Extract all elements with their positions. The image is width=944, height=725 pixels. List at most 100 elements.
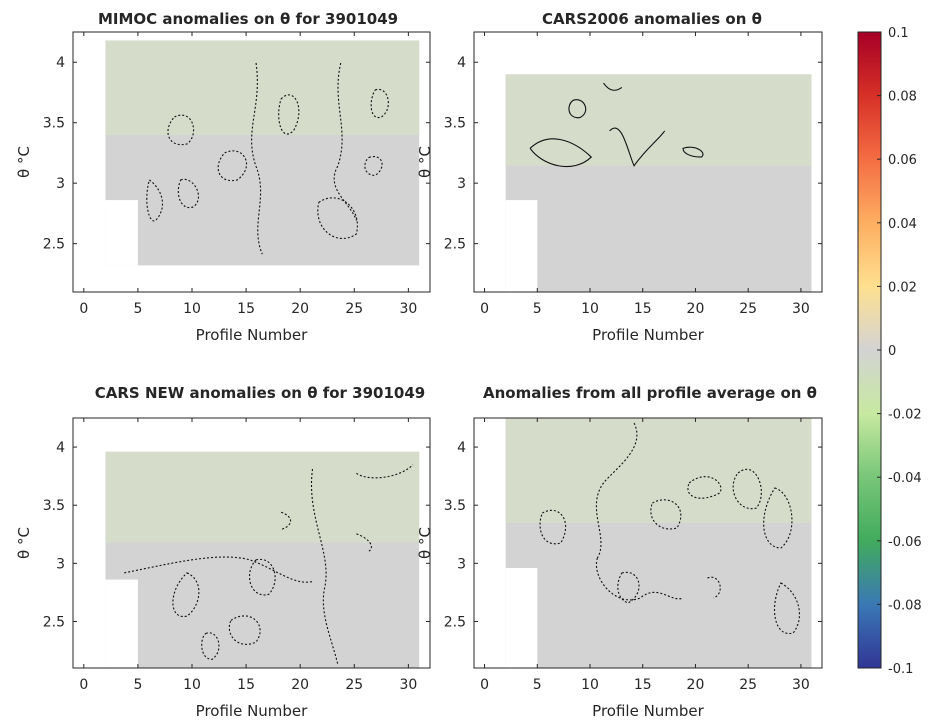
x-tick-label: 20	[291, 677, 309, 693]
contour-line	[596, 558, 683, 600]
contour-line	[764, 488, 792, 548]
contour-line	[147, 180, 163, 221]
y-tick-label: 2.5	[43, 237, 65, 253]
panel-title: CARS2006 anomalies on θ	[542, 10, 762, 28]
x-tick-label: 0	[79, 301, 88, 317]
x-tick-label: 10	[183, 677, 201, 693]
missing-data-notch	[105, 200, 138, 266]
y-tick-label: 2.5	[444, 614, 466, 630]
colorbar-tick-label: -0.08	[888, 598, 922, 613]
contour-group	[540, 423, 799, 634]
y-tick-label: 3	[457, 556, 466, 572]
contour-line	[651, 500, 681, 529]
x-axis-label: Profile Number	[592, 326, 704, 344]
x-tick-label: 15	[634, 301, 652, 317]
y-tick-label: 4	[457, 440, 466, 456]
contour-group	[147, 63, 389, 254]
colorbar-tick-label: 0.02	[888, 280, 917, 295]
x-tick-label: 0	[480, 301, 489, 317]
x-tick-label: 20	[687, 677, 705, 693]
missing-data-notch	[105, 579, 138, 668]
contour-line	[618, 572, 639, 603]
x-tick-label: 5	[533, 677, 542, 693]
x-tick-label: 0	[480, 677, 489, 693]
contour-line	[356, 534, 371, 551]
contour-line	[311, 469, 337, 664]
x-axis-label: Profile Number	[196, 326, 308, 344]
contour-group	[124, 465, 413, 664]
x-axis-label: Profile Number	[592, 702, 704, 720]
panel-title: MIMOC anomalies on θ for 3901049	[98, 10, 398, 28]
contour-line	[775, 583, 800, 634]
contour-line	[252, 63, 263, 254]
missing-data-notch	[505, 568, 538, 668]
positive-anomaly-band	[105, 40, 420, 135]
y-tick-label: 3	[56, 176, 65, 192]
contour-line	[530, 139, 591, 167]
contour-line	[168, 115, 194, 145]
y-tick-label: 3.5	[43, 498, 65, 514]
colorbar-tick-label: 0.08	[888, 90, 917, 105]
contour-line	[569, 100, 586, 118]
colorbar: 0.1 0.08 0.06 0.04 0.02 0 -0.02 -0.04 -0.06 -0.08…	[857, 26, 922, 677]
contour-line	[202, 633, 219, 660]
panel-title: Anomalies from all profile average on θ	[483, 384, 817, 402]
colorbar-tick-label: 0.06	[888, 153, 917, 168]
contour-line	[218, 151, 246, 181]
colorbar-tick-label: 0.04	[888, 217, 917, 232]
y-tick-label: 4	[457, 55, 466, 71]
x-tick-label: 30	[792, 677, 810, 693]
x-tick-label: 5	[133, 677, 142, 693]
axes-frame	[473, 31, 823, 293]
contour-line	[178, 179, 198, 207]
x-tick-label: 5	[133, 301, 142, 317]
colorbar-tick-label: -0.04	[888, 471, 922, 486]
x-tick-label: 15	[237, 677, 255, 693]
y-tick-label: 3.5	[444, 498, 466, 514]
axes-frame	[72, 417, 431, 669]
x-tick-label: 25	[739, 677, 757, 693]
x-tick-label: 15	[634, 677, 652, 693]
x-tick-label: 25	[739, 301, 757, 317]
y-tick-label: 3	[457, 176, 466, 192]
panel-2: 0 5 10 15 20 25 30 2.5 3 3.5 4 CARS2006 anomalies o…	[416, 10, 822, 344]
y-axis-label: θ °C	[416, 146, 434, 178]
y-tick-label: 2.5	[43, 614, 65, 630]
x-axis-label: Profile Number	[196, 702, 308, 720]
contour-line	[688, 477, 721, 499]
y-axis-label: θ °C	[15, 146, 33, 178]
colorbar-tick-label: -0.1	[888, 662, 913, 677]
contour-line	[229, 616, 260, 644]
x-tick-label: 15	[237, 301, 255, 317]
colorbar-tick-label: -0.02	[888, 408, 922, 423]
y-tick-label: 3.5	[43, 116, 65, 132]
y-tick-label: 4	[56, 440, 65, 456]
x-tick-label: 30	[399, 301, 417, 317]
y-axis-label: θ °C	[416, 527, 434, 559]
positive-anomaly-band	[505, 74, 812, 166]
contour-line	[356, 465, 412, 478]
contour-line	[318, 198, 358, 239]
contour-line	[610, 128, 665, 166]
positive-anomaly-band	[105, 451, 420, 543]
y-axis-label: θ °C	[15, 527, 33, 559]
axes-frame	[473, 417, 823, 669]
x-tick-label: 10	[183, 301, 201, 317]
contour-line	[124, 557, 312, 582]
contour-line	[707, 577, 720, 598]
x-tick-label: 10	[581, 301, 599, 317]
panel-3: 0 5 10 15 20 25 30 2.5 3 3.5 4 CARS NEW anomalies o…	[15, 384, 430, 720]
positive-anomaly-band	[505, 418, 812, 523]
x-tick-label: 30	[792, 301, 810, 317]
y-tick-label: 3	[56, 556, 65, 572]
contour-line	[281, 512, 290, 529]
x-tick-label: 25	[345, 301, 363, 317]
x-tick-label: 20	[291, 301, 309, 317]
colorbar-tick-label: -0.06	[888, 535, 922, 550]
contour-line	[540, 510, 566, 543]
contour-line	[733, 469, 761, 508]
x-tick-label: 20	[687, 301, 705, 317]
contour-line	[365, 157, 382, 176]
contour-group	[530, 83, 703, 167]
